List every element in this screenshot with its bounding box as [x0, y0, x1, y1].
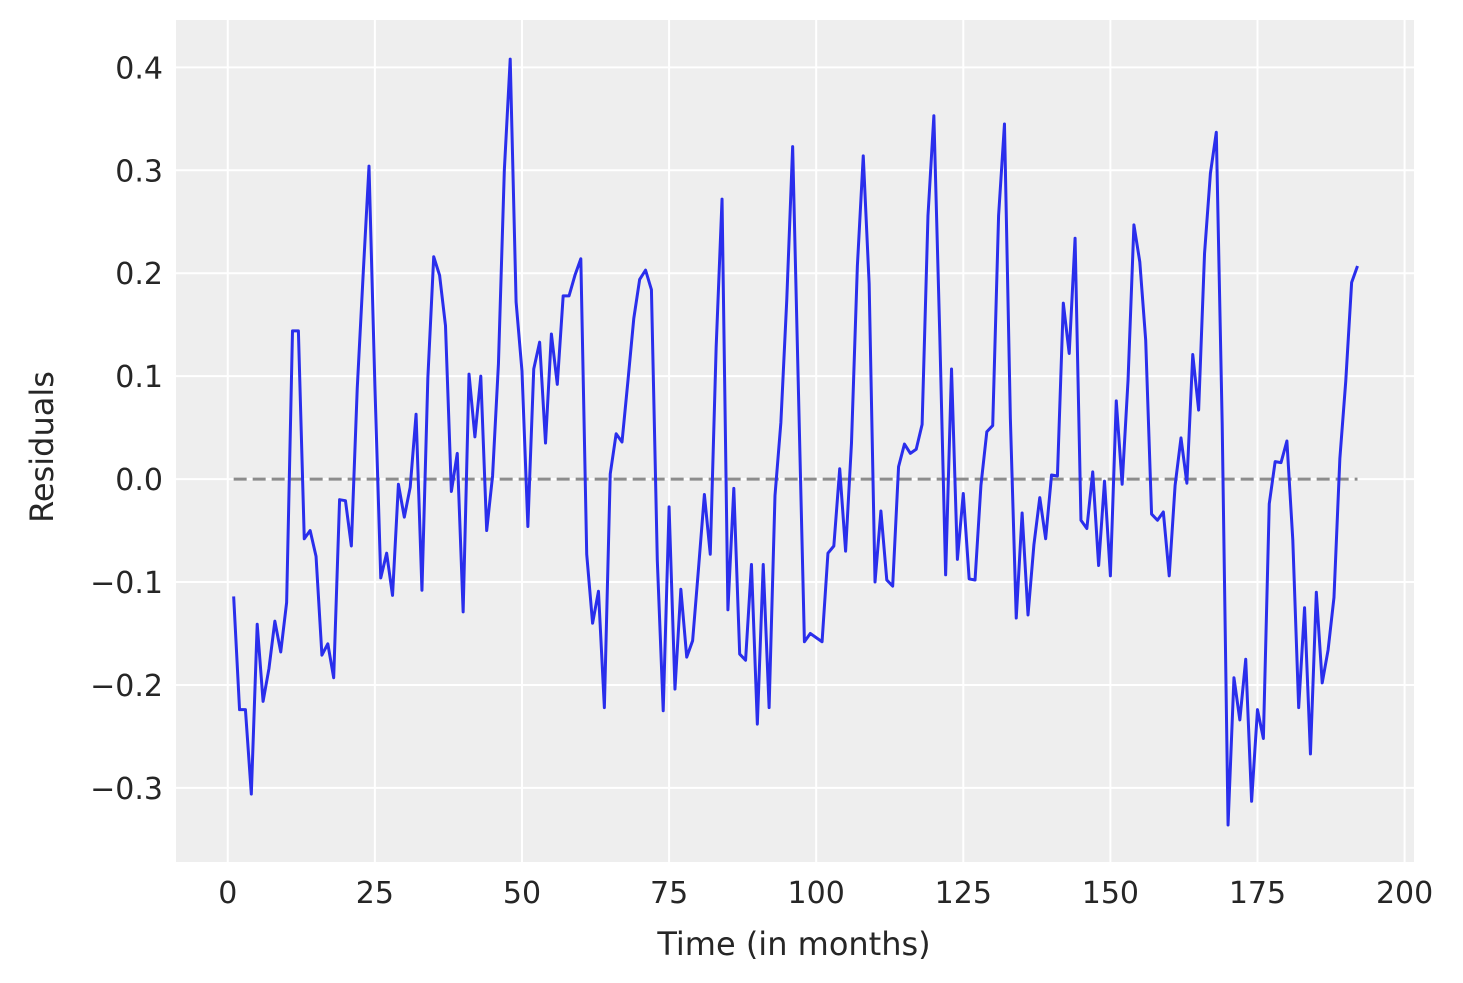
y-tick-label: −0.2	[90, 669, 163, 704]
x-tick-label: 175	[1229, 876, 1286, 911]
y-axis-label: Residuals	[23, 371, 61, 523]
x-tick-label: 125	[935, 876, 992, 911]
y-tick-label: −0.3	[90, 772, 163, 807]
x-tick-label: 25	[356, 876, 394, 911]
y-tick-label: 0.0	[115, 463, 163, 498]
y-tick-label: 0.3	[115, 154, 163, 189]
x-tick-label: 150	[1082, 876, 1139, 911]
x-axis-label: Time (in months)	[656, 925, 930, 963]
residuals-series-line	[232, 57, 1359, 827]
x-tick-label: 200	[1376, 876, 1433, 911]
x-tick-labels: 0 25 50 75 100 125 150 175 200	[218, 876, 1433, 911]
y-tick-label: 0.4	[115, 51, 163, 86]
x-tick-label: 100	[788, 876, 845, 911]
y-tick-labels: −0.3 −0.2 −0.1 0.0 0.1 0.2 0.3 0.4	[90, 51, 163, 807]
series-lines	[232, 57, 1359, 827]
y-tick-label: 0.1	[115, 360, 163, 395]
x-tick-label: 50	[503, 876, 541, 911]
x-tick-label: 0	[218, 876, 237, 911]
y-tick-label: −0.1	[90, 566, 163, 601]
y-tick-label: 0.2	[115, 257, 163, 292]
plot-background	[176, 20, 1414, 862]
x-tick-label: 75	[650, 876, 688, 911]
